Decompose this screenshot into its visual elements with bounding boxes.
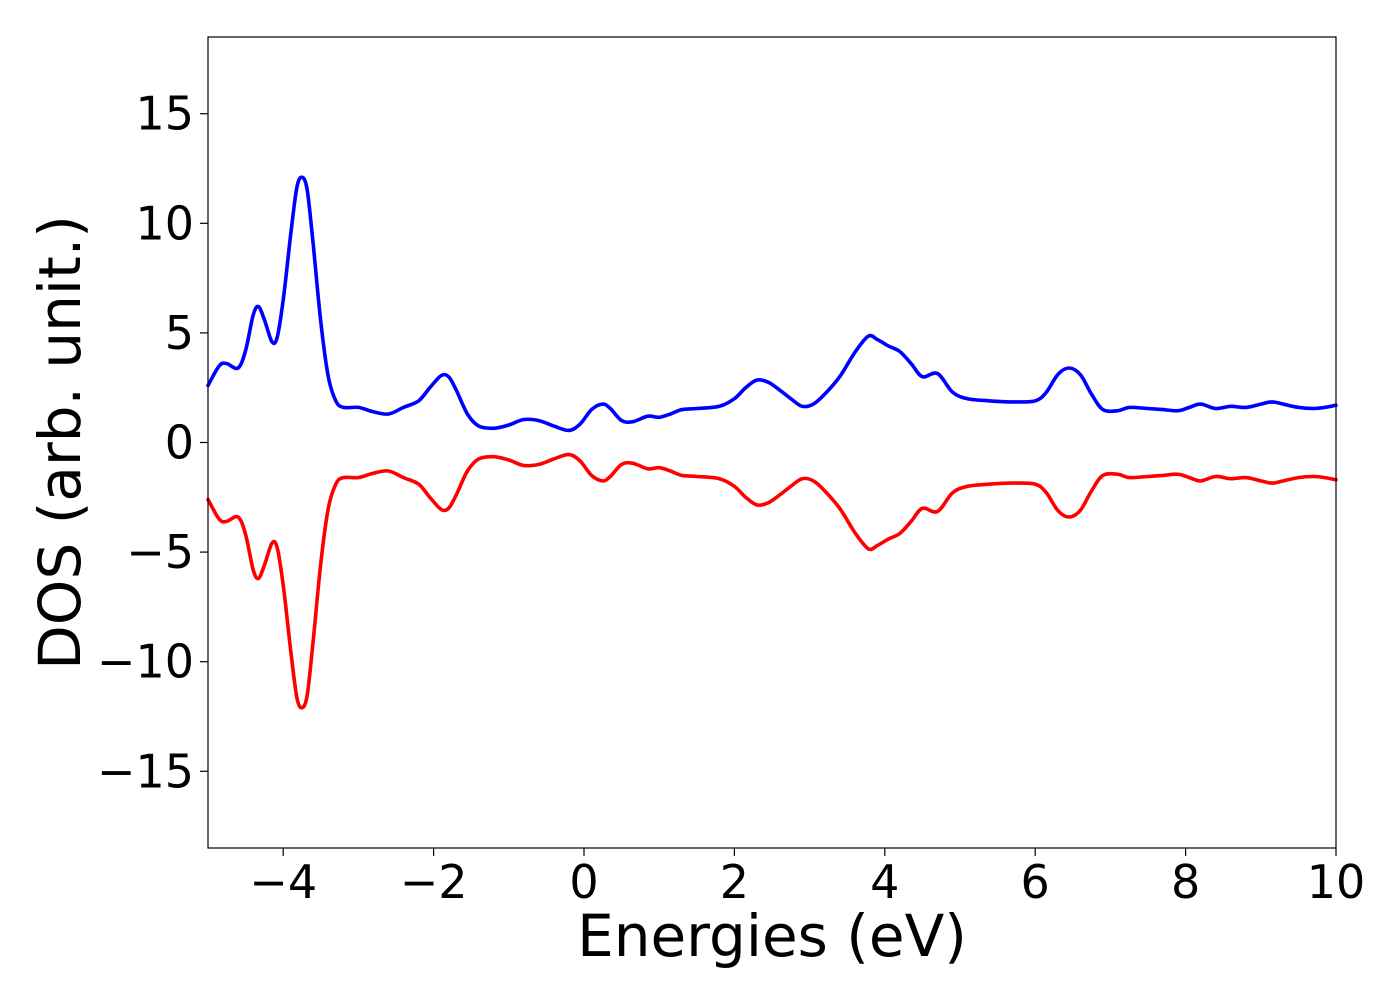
x-axis-label: Energies (eV) — [577, 902, 967, 970]
series-line-positive — [206, 175, 1338, 433]
plot-area — [206, 175, 1338, 710]
y-axis: 15 10 5 0 −5 −10 −15 — [97, 87, 208, 798]
x-tick-label: 8 — [1171, 855, 1200, 909]
series-line-negative — [206, 452, 1338, 710]
y-tick-label: −10 — [97, 635, 194, 689]
y-tick-label: −5 — [126, 525, 194, 579]
y-tick-label: −15 — [97, 744, 194, 798]
y-axis-label: DOS (arb. unit.) — [26, 215, 94, 670]
axes-frame — [207, 36, 1337, 849]
x-tick-label: 4 — [870, 855, 899, 909]
x-tick-label: 6 — [1021, 855, 1050, 909]
x-tick-label: 0 — [569, 855, 598, 909]
y-tick-label: 5 — [165, 306, 194, 360]
x-tick-label: 2 — [720, 855, 749, 909]
y-tick-label: 15 — [135, 87, 194, 141]
x-tick-label: −4 — [249, 855, 317, 909]
x-axis: −4 −2 0 2 4 6 8 10 — [249, 848, 1365, 909]
y-tick-label: 0 — [165, 416, 194, 470]
x-tick-label: 10 — [1307, 855, 1366, 909]
x-tick-label: −2 — [400, 855, 468, 909]
y-tick-label: 10 — [135, 196, 194, 250]
